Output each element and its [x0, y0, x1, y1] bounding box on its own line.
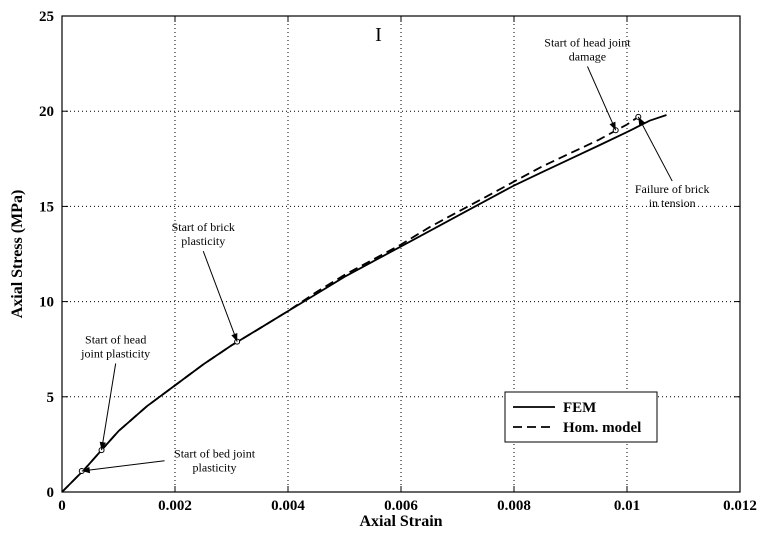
- annotation-text: Start of bed joint: [174, 447, 256, 461]
- annotation-text: damage: [569, 49, 606, 63]
- y-tick-label: 10: [39, 295, 54, 311]
- x-tick-label: 0.008: [497, 498, 531, 514]
- y-tick-label: 0: [47, 485, 55, 501]
- annotation-text: plasticity: [181, 234, 225, 248]
- tick-marks: [61, 15, 741, 493]
- legend-box: [504, 391, 658, 443]
- annotation-text: in tension: [649, 196, 696, 210]
- x-tick-label: 0.012: [723, 498, 757, 514]
- x-tick-label: 0.01: [614, 498, 640, 514]
- y-tick-label: 5: [47, 390, 55, 406]
- annotation-text: plasticity: [193, 461, 237, 475]
- y-tick-label: 25: [39, 9, 54, 25]
- annotation-arrow: [81, 460, 165, 472]
- stray-label: I: [375, 24, 382, 46]
- legend-label: FEM: [563, 400, 596, 416]
- legend: FEM Hom. model: [504, 391, 658, 443]
- x-tick-label: 0.002: [158, 498, 192, 514]
- annotation-arrowhead: [231, 332, 238, 342]
- annotation-text: Start of head joint: [544, 35, 631, 49]
- annotation-arrowhead: [81, 466, 91, 474]
- annotation-arrow: [586, 66, 617, 131]
- legend-label: Hom. model: [563, 420, 641, 436]
- x-axis-label: Axial Strain: [359, 513, 442, 530]
- annotation-arrow: [202, 250, 238, 342]
- annotation-text: joint plasticity: [80, 346, 150, 360]
- series-hom-model: [61, 116, 639, 493]
- annotation-arrow: [637, 116, 673, 182]
- tick-labels: 0 0.002 0.004 0.006 0.008 0.01 0.012 0 5 10 15 20 25: [39, 9, 757, 514]
- x-tick-label: 0.004: [271, 498, 305, 514]
- data-series: [61, 114, 667, 493]
- annotation-text: Start of brick: [172, 220, 235, 234]
- x-tick-label: 0: [58, 498, 66, 514]
- series-fem: [61, 114, 667, 493]
- annotation-arrowhead: [99, 441, 106, 451]
- x-tick-label: 0.006: [384, 498, 418, 514]
- y-axis-label: Axial Stress (MPa): [9, 190, 26, 319]
- y-tick-label: 20: [39, 104, 54, 120]
- annotation-text: Start of head: [85, 332, 146, 346]
- annotation-arrow: [101, 363, 117, 451]
- annotation-arrowhead: [638, 116, 645, 126]
- annotation-arrowhead: [609, 121, 616, 131]
- y-tick-label: 15: [39, 199, 54, 215]
- annotation-text: Failure of brick: [635, 182, 710, 196]
